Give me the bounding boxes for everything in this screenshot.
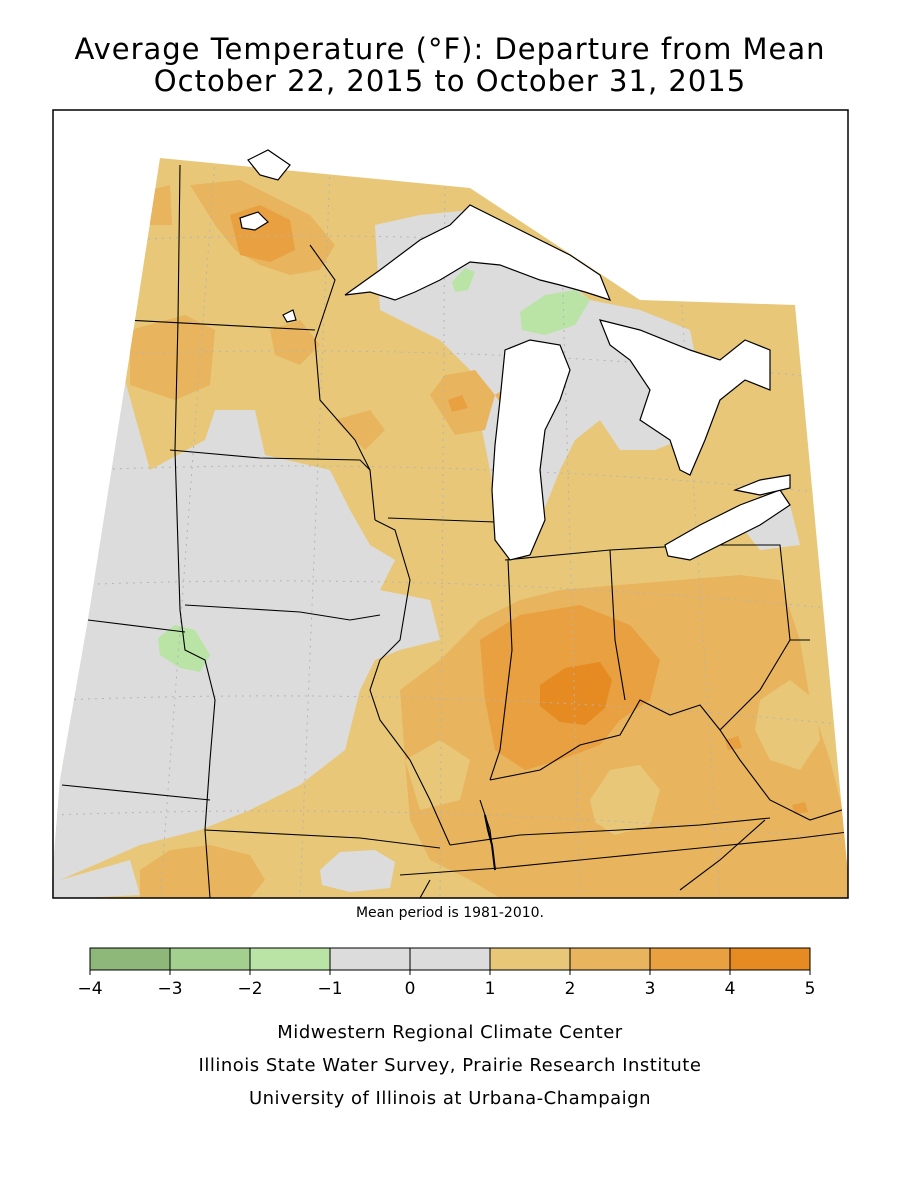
legend-tick-label: 4 [725,979,736,999]
legend-tick-label: −3 [157,979,182,999]
legend-bin [249,947,331,971]
band-0-to-1-missouri-south [320,850,395,892]
credit-mrcc: Midwestern Regional Climate Center [277,1022,623,1043]
state-boundaries [61,164,848,898]
map-title-line2: October 22, 2015 to October 31, 2015 [153,64,747,98]
legend-bin [649,947,731,971]
river-detail [484,814,496,871]
legend-bin [569,947,651,971]
legend-bins [89,947,811,971]
band-2-to-3-dakota [130,315,215,400]
legend-tick-label: 3 [645,979,656,999]
lake-huron [599,319,771,476]
canadian-lakes [247,149,291,181]
legend-tick-label: 5 [805,979,816,999]
legend-tick-label: −2 [237,979,262,999]
band-2-to-3-minnesota-central [270,320,320,365]
band-1-to-2-ohio-east [755,680,820,770]
band-0-to-1-ohio-east [740,505,800,550]
map-frame [52,109,849,899]
band-2-to-3-northwest-corner [150,185,172,225]
lake-superior [344,204,612,301]
band-2-to-3-wisconsin-west [335,410,385,450]
band-neg2-to-neg1-keweenaw [452,268,475,292]
band-4-to-5-indiana-core [540,662,612,725]
lake-michigan [491,339,571,561]
band-neg2-to-neg1-iowa [158,625,210,672]
band-1-to-2-illinois-west [405,740,470,810]
color-legend: −4 −3 −2 −1 0 1 2 3 4 5 [77,947,815,999]
legend-bin [409,947,491,971]
band-0-to-1-west [52,360,440,880]
legend-bin [169,947,251,971]
legend-tick-label: 0 [405,979,416,999]
credit-isws: Illinois State Water Survey, Prairie Res… [198,1055,702,1076]
band-3-to-4-ky-east [725,736,742,750]
legend-bin [489,947,571,971]
band-2-to-3-iowa-south [140,845,265,898]
legend-tick-label: −1 [317,979,342,999]
band-neg2-to-neg1-michigan-up [520,290,590,335]
band-0-to-1-southwest [52,860,140,898]
legend-tick-label: 1 [485,979,496,999]
band-3-to-4-kentucky [792,802,808,814]
mean-period-note: Mean period is 1981-2010. [355,905,545,921]
legend-bin [729,947,811,971]
credit-uiuc: University of Illinois at Urbana-Champai… [248,1088,652,1109]
band-1-to-2-kentucky-south [590,765,660,835]
legend-tick-label: 2 [565,979,576,999]
legend-tick-labels: −4 −3 −2 −1 0 1 2 3 4 5 [77,970,815,999]
band-3-to-4-wisconsin [448,395,468,412]
legend-bin [89,947,171,971]
temperature-departure-map [52,109,849,899]
lake-erie [664,489,791,561]
lake-ontario [732,474,791,496]
map-title-line1: Average Temperature (°F): Departure from… [74,32,826,66]
lake-of-the-woods [239,211,269,231]
red-lake [282,309,297,323]
legend-bin [329,947,411,971]
great-lakes [239,149,791,561]
legend-tick-label: −4 [77,979,102,999]
